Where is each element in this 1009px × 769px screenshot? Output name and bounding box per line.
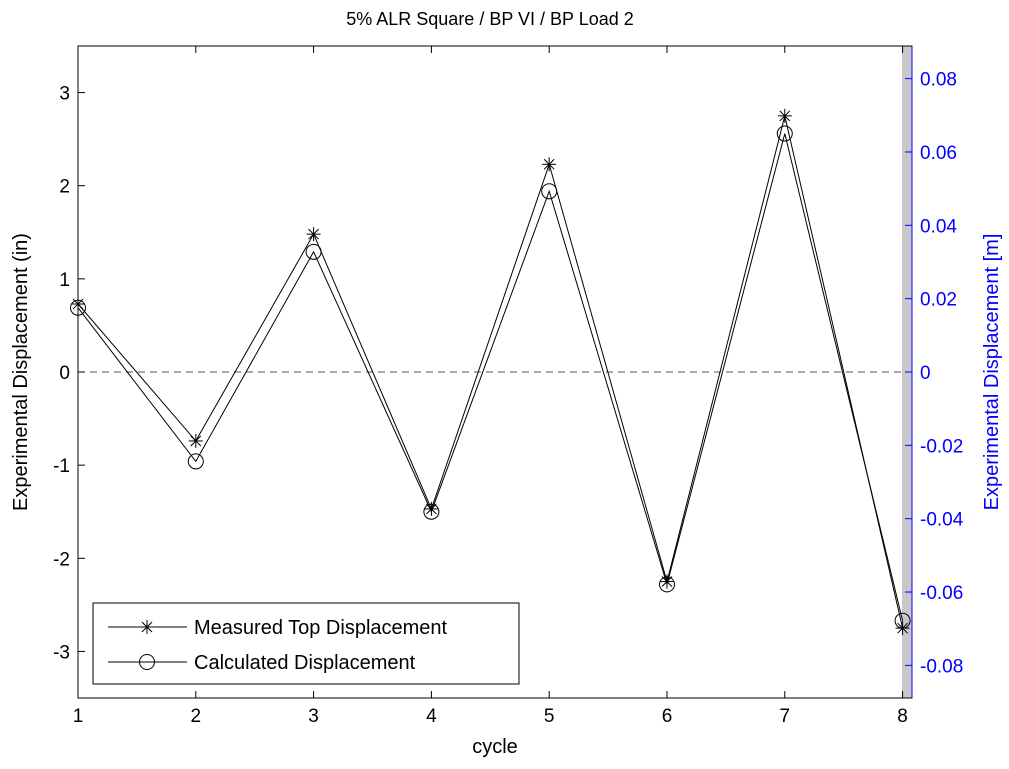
point-measured — [71, 297, 85, 312]
point-measured — [659, 574, 674, 589]
legend-marker-measured — [140, 620, 154, 634]
y-tick-left-label: -1 — [53, 456, 70, 477]
x-tick-label: 3 — [308, 706, 319, 727]
point-calculated — [541, 183, 558, 200]
y-tick-right-label: 0.08 — [920, 70, 957, 91]
point-calculated — [658, 576, 675, 593]
x-axis-title: cycle — [472, 736, 518, 758]
x-tick-label: 7 — [779, 706, 790, 727]
legend-marker-calculated — [139, 654, 155, 670]
chart-title: 5% ALR Square / BP VI / BP Load 2 — [346, 9, 634, 29]
y-tick-right-label: 0 — [920, 363, 931, 384]
x-tick-label: 2 — [191, 706, 202, 727]
point-measured — [306, 227, 321, 242]
point-calculated — [70, 299, 86, 316]
y-tick-left-label: 1 — [59, 270, 70, 291]
legend-label-measured: Measured Top Displacement — [194, 617, 448, 639]
x-tick-label: 5 — [544, 706, 555, 727]
point-calculated — [423, 503, 440, 520]
x-tick-label: 1 — [73, 706, 84, 727]
x-tick-label: 8 — [897, 706, 908, 727]
y-tick-left-label: 2 — [59, 177, 70, 198]
y-tick-left-label: 3 — [59, 84, 70, 105]
y-tick-right-label: -0.04 — [920, 510, 964, 531]
legend: Measured Top Displacement Calculated Dis… — [92, 602, 520, 685]
y-tick-right-label: -0.08 — [920, 656, 963, 677]
y-tick-left-label: -3 — [53, 642, 70, 663]
legend-box — [92, 602, 520, 685]
y-tick-left-label: 0 — [59, 363, 70, 384]
y-axis-left-title: Experimental Displacement (in) — [10, 233, 32, 511]
y-tick-right-label: 0.06 — [920, 143, 957, 164]
point-measured — [188, 433, 203, 448]
point-measured — [542, 157, 557, 172]
legend-label-calculated: Calculated Displacement — [194, 652, 416, 674]
y-tick-right-label: -0.02 — [920, 436, 963, 457]
point-calculated — [776, 125, 793, 142]
point-calculated — [305, 243, 322, 260]
point-calculated — [187, 453, 204, 470]
series-line-calculated — [77, 133, 904, 621]
x-tick-label: 4 — [426, 706, 437, 727]
series-line-measured — [77, 115, 904, 629]
point-calculated — [894, 612, 911, 629]
y-axis-right-title: Experimental Displacement [m] — [981, 234, 1003, 511]
y-tick-left-label: -2 — [53, 549, 70, 570]
x-tick-label: 6 — [662, 706, 673, 727]
y-tick-right-label: 0.04 — [920, 216, 957, 237]
point-measured — [777, 108, 792, 123]
y-tick-right-label: -0.06 — [920, 583, 963, 604]
y-tick-right-label: 0.02 — [920, 290, 957, 311]
